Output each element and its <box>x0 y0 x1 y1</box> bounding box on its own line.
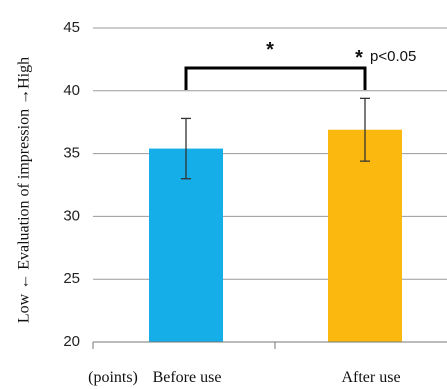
category-label: Before use <box>153 369 222 386</box>
category-labels: Before use After use <box>153 369 401 386</box>
y-tick-label: 25 <box>63 270 80 287</box>
bars <box>149 129 402 342</box>
y-tick-label: 35 <box>63 145 80 162</box>
legend-star: * <box>355 47 363 69</box>
y-tick-label: 45 <box>63 19 80 36</box>
y-tick-label: 40 <box>63 82 80 99</box>
y-tick-label: 20 <box>63 333 80 350</box>
p-value-label: p<0.05 <box>370 48 416 65</box>
category-label: After use <box>341 369 400 386</box>
y-axis-label: Low ← Evaluation of impression →High <box>16 57 33 323</box>
error-bars <box>181 97 370 180</box>
unit-label: (points) <box>88 369 138 386</box>
y-tick-label: 30 <box>63 207 80 224</box>
bar <box>328 129 402 342</box>
y-axis-ticks: 20 25 30 35 40 45 <box>63 19 80 350</box>
significance-bracket <box>184 66 367 90</box>
significance-star: * <box>266 39 274 61</box>
x-axis <box>92 341 447 349</box>
bar <box>149 148 223 342</box>
significance-annotation: * * p<0.05 <box>184 39 416 90</box>
